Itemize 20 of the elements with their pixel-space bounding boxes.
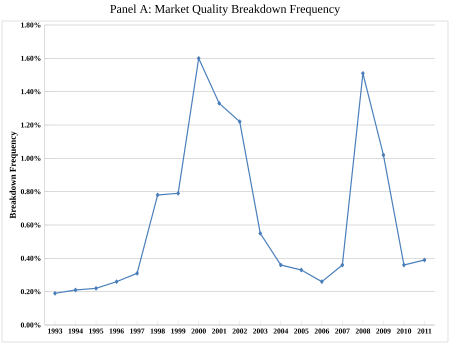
point <box>74 288 78 292</box>
point <box>382 152 386 158</box>
point <box>361 71 365 76</box>
point <box>278 262 283 268</box>
y-axis-title: Breakdown Frequency <box>10 131 18 219</box>
chart-title: Panel A: Market Quality Breakdown Frequency <box>110 4 340 16</box>
point <box>156 192 160 198</box>
point <box>238 119 242 124</box>
point <box>176 191 180 196</box>
point <box>320 279 324 284</box>
point <box>135 271 139 276</box>
point <box>300 268 304 272</box>
point <box>402 262 406 268</box>
point <box>114 279 118 284</box>
point <box>340 262 344 268</box>
point <box>258 231 262 236</box>
point <box>422 258 426 262</box>
point <box>217 101 222 106</box>
point <box>53 291 57 296</box>
point <box>94 286 98 291</box>
